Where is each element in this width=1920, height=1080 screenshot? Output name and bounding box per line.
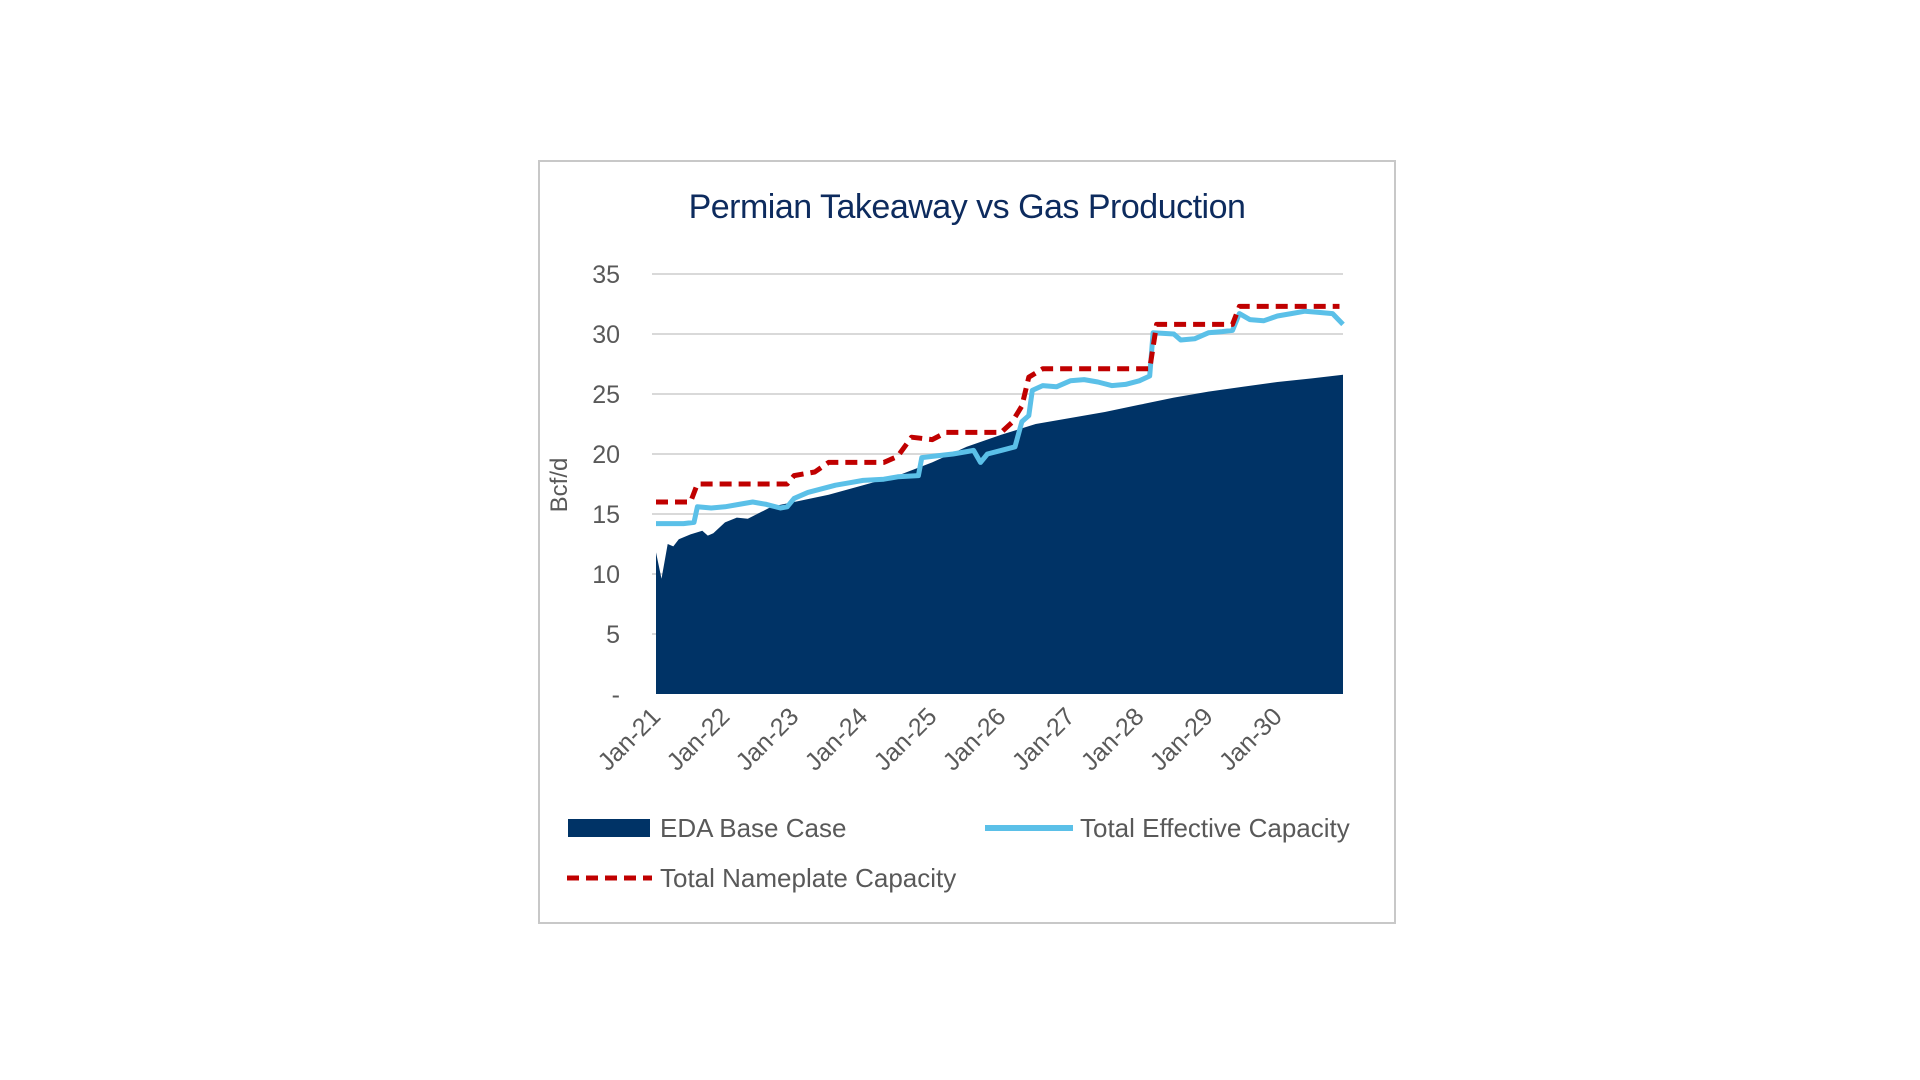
y-axis-label: Bcf/d <box>546 458 573 513</box>
y-tick-label: 30 <box>592 321 620 349</box>
chart-title: Permian Takeaway vs Gas Production <box>689 188 1246 226</box>
series-line-total-nameplate-capacity <box>656 303 1340 505</box>
legend-label-total-effective-capacity: Total Effective Capacity <box>1080 813 1350 843</box>
x-tick-label: Jan-21 <box>592 702 666 776</box>
legend-label-total-nameplate-capacity: Total Nameplate Capacity <box>660 863 956 893</box>
y-axis-ticks: - 5 10 15 20 25 30 35 <box>592 261 620 709</box>
y-tick-label: 5 <box>606 621 620 649</box>
series-area-eda-base-case <box>656 374 1343 694</box>
legend-label-eda-base-case: EDA Base Case <box>660 813 846 843</box>
x-tick-label: Jan-27 <box>1007 702 1081 776</box>
y-tick-label: 15 <box>592 501 620 529</box>
y-tick-label: 20 <box>592 441 620 469</box>
x-tick-label: Jan-22 <box>661 702 735 776</box>
x-axis-ticks: Jan-21Jan-22Jan-23Jan-24Jan-25Jan-26Jan-… <box>592 702 1287 776</box>
x-tick-label: Jan-28 <box>1076 702 1150 776</box>
legend: EDA Base Case Total Effective Capacity Tot… <box>567 813 1350 893</box>
series-lines <box>656 303 1345 527</box>
y-tick-label: 35 <box>592 261 620 289</box>
series-line-total-effective-capacity <box>656 308 1345 527</box>
x-tick-label: Jan-24 <box>800 702 874 776</box>
legend-swatch-eda-base-case <box>568 819 650 837</box>
x-tick-label: Jan-30 <box>1214 702 1288 776</box>
x-tick-label: Jan-23 <box>730 702 804 776</box>
y-tick-label: 10 <box>592 561 620 589</box>
x-tick-label: Jan-25 <box>869 702 943 776</box>
y-tick-label: 25 <box>592 381 620 409</box>
x-tick-label: Jan-26 <box>938 702 1012 776</box>
y-tick-label: - <box>612 681 620 709</box>
x-tick-label: Jan-29 <box>1145 702 1219 776</box>
plot-area <box>656 374 1343 694</box>
